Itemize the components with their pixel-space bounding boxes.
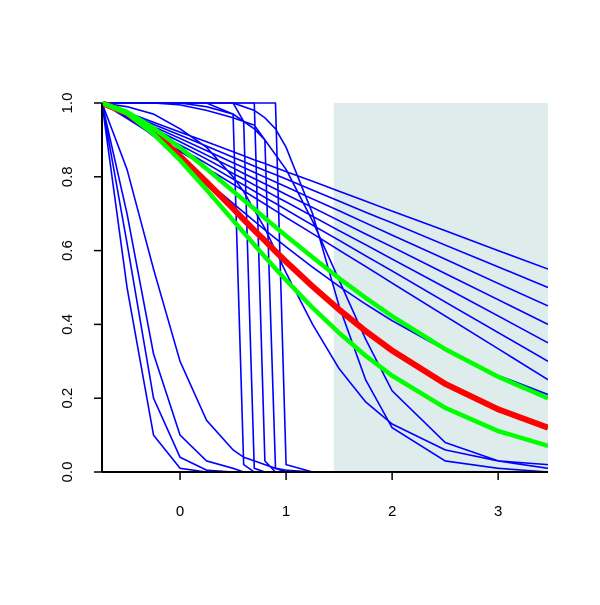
series-line: [102, 101, 548, 431]
series-line: [102, 101, 548, 401]
series-line: [102, 101, 548, 448]
series-line: [102, 102, 548, 289]
y-tick-label: 0.6: [59, 240, 76, 261]
series-line: [102, 102, 548, 307]
x-tick-label: 1: [282, 503, 290, 520]
series-line: [102, 102, 548, 326]
shaded-region: [333, 103, 548, 472]
y-tick-label: 0.0: [59, 462, 76, 483]
x-tick-label: 0: [176, 503, 184, 520]
y-tick-label: 0.8: [59, 166, 76, 187]
series-line: [102, 102, 548, 466]
y-tick-label: 1.0: [59, 93, 76, 114]
y-tick-label: 0.2: [59, 388, 76, 409]
series-line: [102, 102, 548, 270]
axes: 0 1 2 3 0.0 0.2 0.4 0.6 0.8 1.0: [59, 93, 548, 520]
y-tick-label: 0.4: [59, 314, 76, 335]
x-tick-label: 2: [388, 503, 396, 520]
x-tick-label: 3: [494, 503, 502, 520]
plot-area: [102, 101, 548, 473]
